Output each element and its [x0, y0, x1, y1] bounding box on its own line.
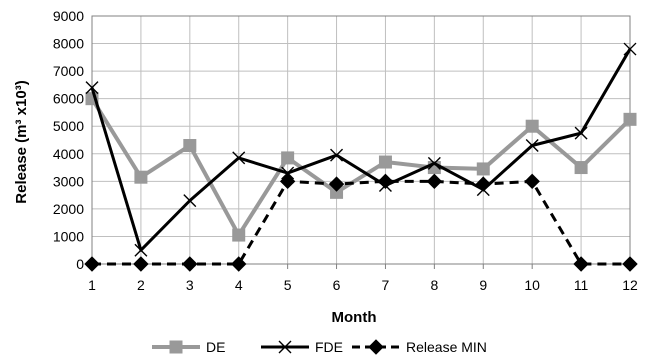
y-tick-label: 1000 [53, 228, 84, 244]
series-line-fde [90, 48, 632, 252]
series-line-de [90, 97, 632, 238]
x-tick-label: 5 [284, 277, 292, 293]
legend: DE FDE Release MIN [152, 339, 487, 355]
data-point-fde [281, 166, 295, 180]
legend-item-release-min: Release MIN [352, 339, 487, 355]
data-point-de [183, 139, 197, 153]
data-point-release-min [328, 176, 345, 192]
data-point-fde [427, 156, 441, 170]
x-tick-labels: 1 2 3 4 5 6 7 8 9 10 11 12 [88, 277, 638, 293]
y-tick-label: 0 [76, 256, 84, 272]
legend-label: Release MIN [406, 339, 487, 355]
y-tick-label: 4000 [53, 146, 84, 162]
data-point-de [476, 162, 490, 176]
data-point-release-min [524, 173, 540, 190]
x-tick-label: 6 [333, 277, 341, 293]
y-tick-label: 8000 [53, 36, 84, 52]
data-point-release-min [426, 173, 443, 190]
y-tick-label: 9000 [53, 8, 84, 24]
x-tick-label: 7 [382, 277, 390, 293]
data-point-fde [183, 194, 197, 208]
data-point-release-min [182, 256, 198, 272]
y-tick-label: 6000 [53, 91, 84, 107]
series-fde [85, 42, 637, 257]
data-point-fde [134, 243, 148, 257]
data-point-fde [330, 148, 344, 162]
x-tick-label: 3 [186, 277, 194, 293]
x-tick-label: 2 [137, 277, 145, 293]
y-axis-title: Release (m³ x10³) [13, 80, 30, 203]
series-line-release-min [92, 179, 630, 266]
legend-label: FDE [315, 339, 343, 355]
data-point-release-min [573, 256, 589, 272]
data-point-release-min [133, 256, 149, 272]
x-tick-label: 8 [430, 277, 438, 293]
data-point-de [232, 228, 246, 242]
legend-marker [169, 340, 183, 354]
series-release-min [84, 173, 638, 272]
x-tick-label: 4 [235, 277, 243, 293]
gridlines [92, 15, 631, 264]
y-tick-label: 7000 [53, 63, 84, 79]
data-point-de [378, 155, 392, 169]
data-point-release-min [377, 173, 394, 190]
data-point-fde [623, 42, 637, 56]
data-point-release-min [84, 256, 100, 272]
y-tick-label: 2000 [53, 201, 84, 217]
data-point-fde [525, 139, 539, 153]
data-point-de [134, 170, 148, 184]
series-de [85, 92, 637, 242]
data-point-fde [85, 81, 99, 95]
x-tick-label: 1 [88, 277, 96, 293]
x-axis-title: Month [332, 309, 377, 326]
data-point-release-min [279, 173, 296, 190]
x-tick-label: 11 [574, 277, 589, 293]
x-tick-label: 12 [622, 277, 638, 293]
y-tick-label: 3000 [53, 173, 84, 189]
data-point-de [281, 151, 295, 165]
legend-marker [278, 340, 292, 354]
y-tick-labels: 0 1000 2000 3000 4000 5000 6000 7000 8000 9000 [53, 8, 84, 272]
legend-item-de: DE [152, 339, 225, 355]
series [84, 42, 638, 272]
data-point-fde [574, 126, 588, 140]
legend-label: DE [206, 339, 225, 355]
data-point-de [623, 112, 637, 126]
data-point-release-min [622, 256, 638, 272]
legend-item-fde: FDE [261, 339, 343, 355]
y-tick-label: 5000 [53, 118, 84, 134]
data-point-release-min [231, 256, 247, 272]
x-tick-label: 10 [524, 277, 540, 293]
data-point-de [574, 161, 588, 175]
plot-area-border [91, 15, 631, 265]
data-point-de [525, 119, 539, 133]
data-point-release-min [475, 176, 491, 192]
legend-marker [368, 339, 384, 355]
data-point-fde [232, 151, 246, 165]
x-tick-label: 9 [479, 277, 487, 293]
